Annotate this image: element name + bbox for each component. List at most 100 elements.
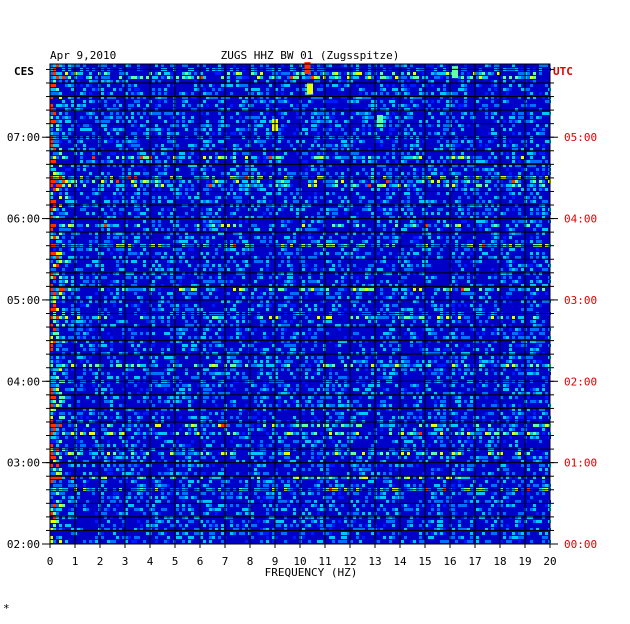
heatmap-cell — [425, 160, 428, 163]
heatmap-cell — [80, 160, 83, 163]
heatmap-cell — [521, 240, 524, 243]
heatmap-cell — [158, 200, 161, 203]
heatmap-cell — [413, 320, 416, 323]
heatmap-cell — [113, 152, 116, 155]
heatmap-cell — [320, 252, 323, 255]
heatmap-cell — [497, 208, 500, 211]
heatmap-cell — [152, 88, 155, 91]
heatmap-cell — [185, 320, 188, 323]
heatmap-cell — [401, 288, 404, 291]
heatmap-cell — [236, 300, 239, 303]
heatmap-cell — [389, 132, 392, 135]
heatmap-cell — [413, 76, 416, 79]
heatmap-cell — [212, 224, 215, 227]
heatmap-cell — [386, 108, 389, 111]
heatmap-cell — [230, 156, 233, 159]
heatmap-cell — [194, 144, 197, 147]
heatmap-cell — [221, 256, 224, 259]
heatmap-cell — [467, 240, 470, 243]
heatmap-cell — [275, 180, 278, 183]
heatmap-cell — [296, 72, 299, 75]
heatmap-cell — [134, 240, 137, 243]
heatmap-cell — [131, 332, 134, 335]
heatmap-cell — [521, 140, 524, 143]
heatmap-cell — [269, 228, 272, 231]
heatmap-cell — [68, 140, 71, 143]
heatmap-cell — [188, 352, 191, 355]
heatmap-cell — [278, 264, 281, 267]
heatmap-cell — [419, 236, 422, 239]
heatmap-cell — [80, 276, 83, 279]
heatmap-cell — [320, 292, 323, 295]
heatmap-cell — [260, 240, 263, 243]
heatmap-cell — [479, 156, 482, 159]
heatmap-cell — [62, 288, 65, 291]
heatmap-cell — [185, 296, 188, 299]
heatmap-cell — [311, 116, 314, 119]
heatmap-cell — [404, 316, 407, 319]
heatmap-cell — [434, 200, 437, 203]
heatmap-cell — [491, 284, 494, 287]
heatmap-cell — [521, 168, 524, 171]
heatmap-cell — [257, 96, 260, 99]
heatmap-cell — [422, 288, 425, 291]
heatmap-cell — [290, 336, 293, 339]
heatmap-cell — [542, 332, 545, 335]
heatmap-cell — [140, 148, 143, 151]
heatmap-cell — [167, 208, 170, 211]
heatmap-cell — [182, 304, 185, 307]
heatmap-cell — [59, 196, 62, 199]
heatmap-cell — [287, 240, 290, 243]
heatmap-cell — [437, 120, 440, 123]
heatmap-cell — [344, 64, 347, 67]
heatmap-cell — [101, 172, 104, 175]
heatmap-cell — [185, 344, 188, 347]
heatmap-cell — [422, 84, 425, 87]
heatmap-cell — [77, 140, 80, 143]
heatmap-cell — [512, 120, 515, 123]
heatmap-cell — [53, 76, 56, 79]
heatmap-cell — [332, 240, 335, 243]
heatmap-cell — [455, 164, 458, 167]
heatmap-cell — [422, 180, 425, 183]
heatmap-cell — [113, 192, 116, 195]
heatmap-cell — [233, 148, 236, 151]
heatmap-cell — [305, 292, 308, 295]
heatmap-cell — [272, 208, 275, 211]
heatmap-cell — [56, 116, 59, 119]
heatmap-cell — [92, 192, 95, 195]
heatmap-cell — [152, 280, 155, 283]
heatmap-cell — [272, 152, 275, 155]
heatmap-cell — [365, 96, 368, 99]
heatmap-cell — [455, 336, 458, 339]
heatmap-cell — [212, 288, 215, 291]
heatmap-cell — [206, 144, 209, 147]
heatmap-cell — [350, 236, 353, 239]
heatmap-cell — [329, 76, 332, 79]
heatmap-cell — [383, 208, 386, 211]
heatmap-cell — [203, 336, 206, 339]
heatmap-cell — [206, 220, 209, 223]
heatmap-cell — [59, 120, 62, 123]
heatmap-cell — [335, 124, 338, 127]
heatmap-cell — [269, 164, 272, 167]
heatmap-cell — [455, 188, 458, 191]
heatmap-cell — [290, 184, 293, 187]
heatmap-cell — [482, 332, 485, 335]
heatmap-cell — [302, 112, 305, 115]
heatmap-cell — [296, 188, 299, 191]
heatmap-cell — [140, 76, 143, 79]
heatmap-cell — [362, 352, 365, 355]
heatmap-cell — [434, 132, 437, 135]
heatmap-cell — [428, 316, 431, 319]
heatmap-cell — [503, 88, 506, 91]
heatmap-cell — [101, 184, 104, 187]
heatmap-cell — [527, 76, 530, 79]
heatmap-cell — [56, 348, 59, 351]
heatmap-cell — [359, 88, 362, 91]
heatmap-cell — [275, 160, 278, 163]
heatmap-cell — [140, 276, 143, 279]
heatmap-cell — [50, 260, 53, 263]
heatmap-cell — [62, 276, 65, 279]
heatmap-cell — [443, 168, 446, 171]
